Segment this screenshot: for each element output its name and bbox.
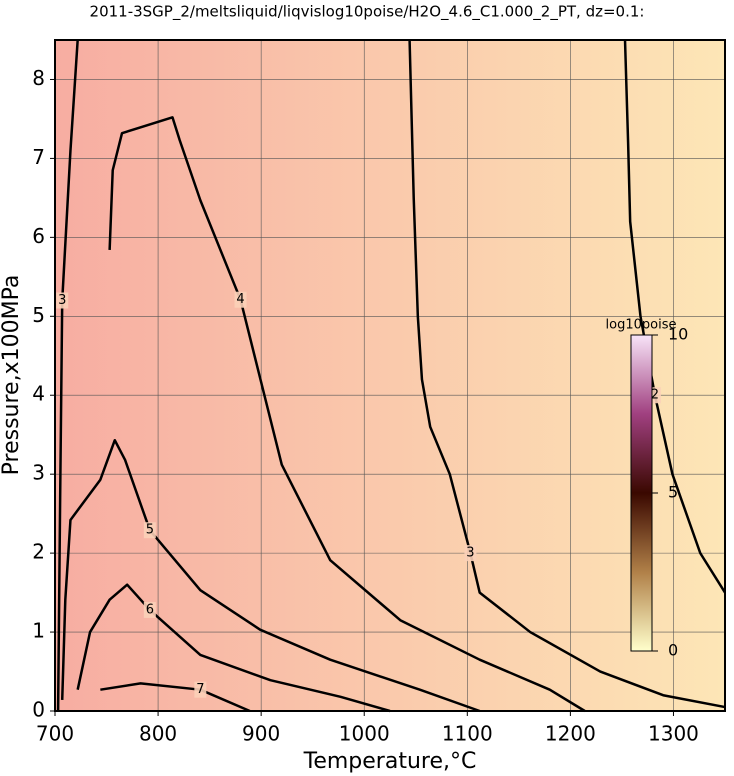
- chart-title: 2011-3SGP_2/meltsliquid/liqvislog10poise…: [90, 3, 645, 22]
- x-axis-label: Temperature,°C: [303, 749, 477, 774]
- y-tick-label: 1: [32, 619, 45, 643]
- contour-label: 5: [146, 523, 154, 538]
- x-tick-label: 1200: [545, 722, 596, 746]
- colorbar-tick-label: 5: [668, 483, 678, 502]
- colorbar-label: log10poise: [606, 318, 677, 333]
- contour-line: [100, 682, 251, 713]
- plot-frame: [54, 39, 726, 712]
- contour-label-bg: [464, 545, 477, 562]
- colorbar-tick-label: 0: [668, 641, 678, 660]
- y-tick-label: 8: [32, 66, 45, 90]
- y-tick-label: 3: [32, 461, 45, 485]
- x-tick-label: 700: [36, 722, 74, 746]
- y-tick-label: 7: [32, 145, 45, 169]
- contour-line: [408, 39, 726, 709]
- contour-label: 2: [651, 388, 659, 403]
- x-tick-label: 900: [242, 722, 280, 746]
- contour-label-bg: [143, 601, 156, 618]
- colorbar-tick-label: 10: [668, 325, 688, 344]
- y-axis-label: Pressure,x100MPa: [0, 275, 24, 476]
- x-tick-label: 800: [139, 722, 177, 746]
- y-tick-label: 6: [32, 224, 45, 248]
- contour-label: 6: [146, 602, 154, 617]
- contour-label: 3: [466, 546, 474, 561]
- contour-label: 4: [236, 292, 244, 307]
- y-tick-label: 2: [32, 540, 45, 564]
- plot-background: [55, 40, 725, 711]
- y-tick-label: 4: [32, 382, 45, 406]
- x-tick-label: 1000: [339, 722, 390, 746]
- contour-line: [60, 438, 481, 713]
- y-tick-label: 5: [32, 303, 45, 327]
- contour-label-bg: [194, 681, 207, 698]
- contour-label-bg: [143, 522, 156, 539]
- contour-label-bg: [234, 291, 247, 308]
- x-tick-label: 1100: [442, 722, 493, 746]
- contour-label-bg: [56, 292, 69, 309]
- contour-label: 7: [196, 682, 204, 697]
- x-tick-label: 1300: [648, 722, 699, 746]
- colorbar: [630, 334, 653, 652]
- y-tick-label: 0: [32, 698, 45, 722]
- contour-label: 3: [58, 293, 66, 308]
